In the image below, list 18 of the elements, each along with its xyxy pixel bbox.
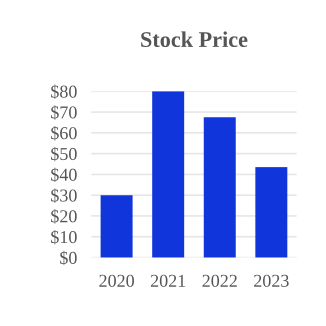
x-tick-label: 2023 [254, 274, 289, 287]
chart-title: Stock Price [141, 31, 248, 48]
y-tick-label: $50 [51, 146, 77, 162]
y-tick-label: $10 [51, 230, 77, 244]
y-tick-label: $40 [51, 168, 77, 182]
bar [204, 117, 236, 258]
y-tick-label: $60 [51, 126, 77, 140]
y-tick-label: $70 [51, 105, 77, 120]
y-tick-label: $0 [60, 250, 77, 266]
y-tick-label: $20 [51, 209, 77, 224]
bar [100, 195, 133, 258]
y-tick-label: $30 [51, 188, 77, 203]
bar [255, 167, 288, 258]
bar [152, 91, 184, 258]
x-tick-label: 2021 [150, 274, 186, 287]
x-tick-label: 2020 [99, 274, 134, 287]
x-tick-label: 2022 [202, 274, 237, 287]
y-tick-label: $80 [51, 84, 77, 99]
